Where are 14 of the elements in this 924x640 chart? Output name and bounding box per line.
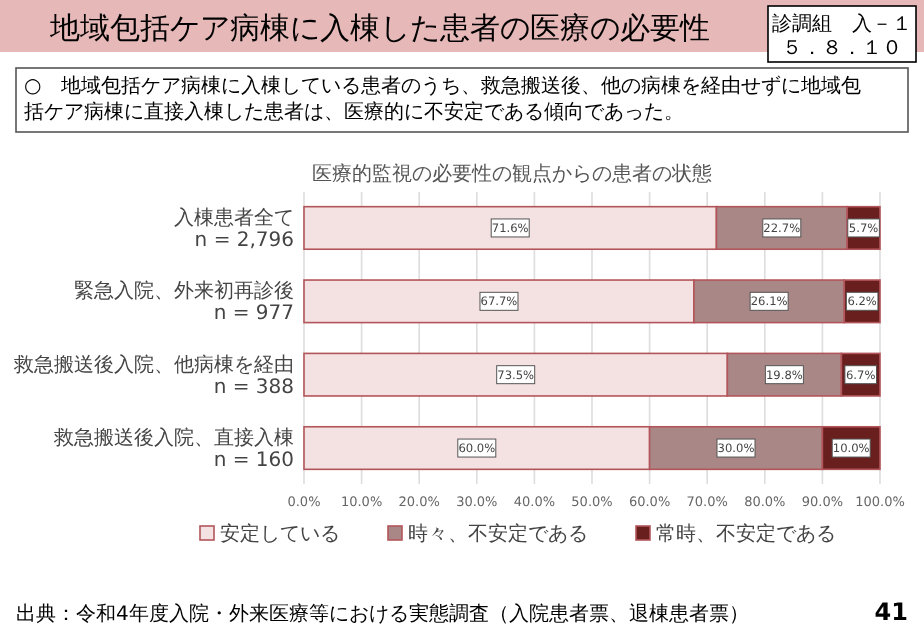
source-note: 出典：令和4年度入院・外来医療等における実態調査（入院患者票、退棟患者票） — [16, 602, 749, 626]
text: ○ 地域包括ケア病棟に入棟している患者のうち、救急搬送後、他の病棟を経由せずに地域包括ケア病棟に直接入棟した患者は、医療的に不安定である傾向であった。 — [24, 74, 862, 124]
legend-label: 安定している — [220, 522, 340, 546]
y-tick-label: 救急搬送後入院、他病棟を経由 n = 388 — [12, 352, 294, 399]
text: 41 — [874, 598, 908, 626]
text: ５．８．１０ — [782, 38, 902, 60]
y-tick-label: 緊急入院、外来初再診後 n = 977 — [74, 279, 294, 326]
chart-title: 地域包括ケア病棟に入棟した患者の医療の必要性 — [48, 10, 710, 46]
chart-subtitle: 医療的監視の必要性の観点からの患者の状態 — [312, 162, 712, 186]
legend-label: 常時、不安定である — [656, 522, 836, 546]
y-tick-label: 入棟患者全て n = 2,796 — [174, 205, 294, 252]
y-tick-label: 救急搬送後入院、直接入棟 n = 160 — [52, 426, 294, 473]
text: 診調組 入－１ — [772, 12, 912, 36]
legend-label: 時々、不安定である — [408, 522, 588, 546]
